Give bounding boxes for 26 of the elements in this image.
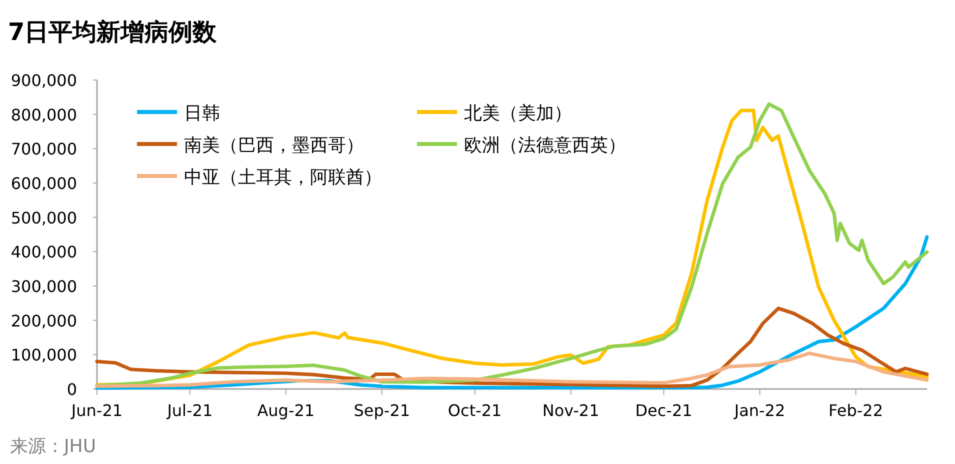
y-tick-label: 500,000 — [10, 208, 77, 228]
x-tick-label: Oct-21 — [448, 401, 502, 420]
legend-label: 北美（美加） — [464, 103, 572, 124]
chart-title: 7日平均新增病例数 — [8, 18, 218, 46]
x-tick-label: Jan-22 — [733, 401, 786, 420]
x-tick-label: Feb-22 — [828, 401, 884, 420]
y-tick-label: 100,000 — [10, 346, 77, 365]
legend-label: 欧洲（法德意西英） — [464, 135, 626, 156]
x-tick-label: Jul-21 — [166, 401, 213, 420]
x-tick-label: Nov-21 — [542, 401, 600, 420]
y-tick-label: 200,000 — [10, 311, 77, 330]
y-tick-label: 700,000 — [10, 140, 77, 159]
x-tick-label: Sep-21 — [354, 401, 410, 420]
y-tick-label: 300,000 — [10, 277, 77, 296]
legend-label: 日韩 — [184, 103, 220, 124]
legend-label: 南美（巴西，墨西哥） — [184, 135, 364, 156]
y-tick-label: 400,000 — [10, 242, 77, 262]
y-tick-label: 800,000 — [10, 105, 77, 124]
x-tick-label: Dec-21 — [635, 401, 692, 420]
x-tick-label: Aug-21 — [257, 401, 315, 420]
y-tick-label: 600,000 — [10, 174, 77, 193]
source-note: 来源：JHU — [10, 436, 96, 457]
x-tick-label: Jun-21 — [70, 401, 123, 420]
y-tick-label: 0 — [66, 380, 77, 399]
y-tick-label: 900,000 — [10, 71, 77, 90]
legend-label: 中亚（土耳其，阿联酋） — [184, 167, 382, 188]
